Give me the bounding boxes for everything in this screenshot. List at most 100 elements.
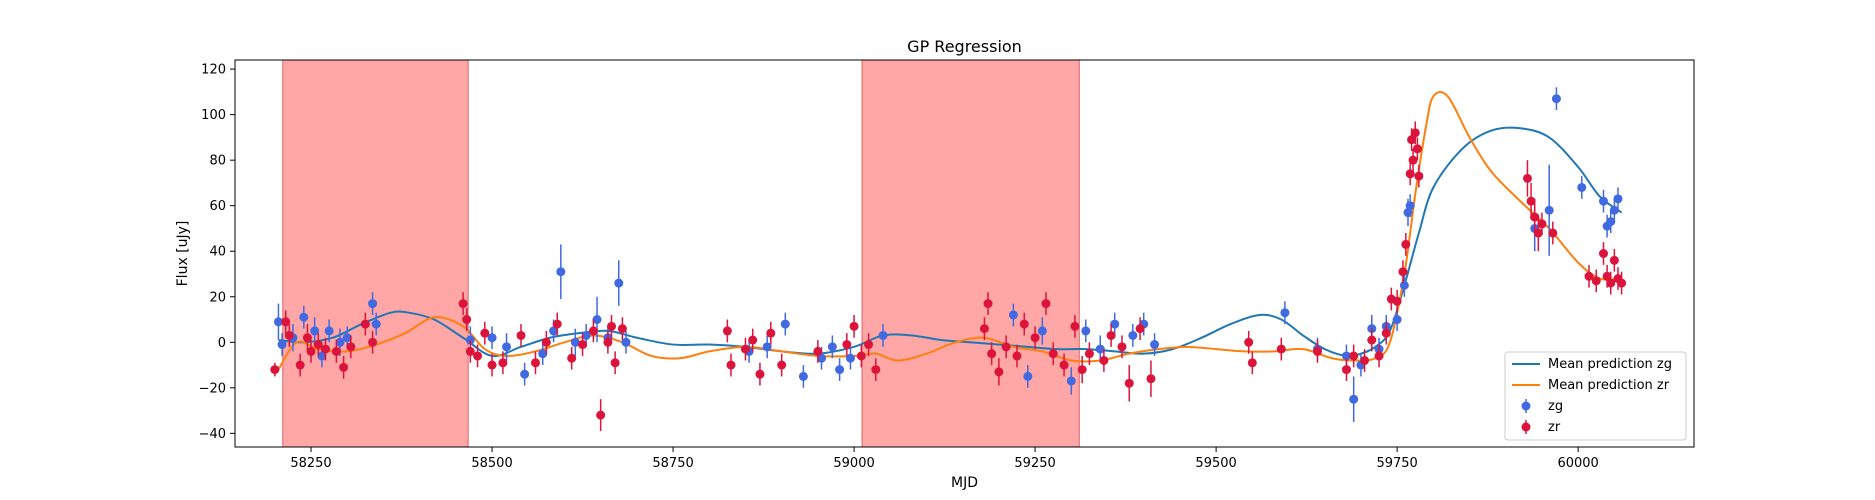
zr-point [578,340,588,350]
zg-point [581,330,591,340]
zr-point [473,351,483,361]
zr-point [1530,212,1540,222]
zr-point [1410,128,1420,138]
zg-point [299,312,309,322]
zr-point [849,321,859,331]
x-tick-label: 59250 [1014,456,1055,471]
zr-point [1012,351,1022,361]
zr-point [1247,358,1257,368]
zr-point [588,326,598,336]
zg-point [502,342,512,352]
zr-point [755,369,765,379]
zr-point [596,410,606,420]
zr-point [1533,228,1543,238]
zg-point [1598,196,1608,206]
zg-point [1349,394,1359,404]
zr-point [360,319,370,329]
zr-point [1407,135,1417,145]
chart-title: GP Regression [907,37,1022,56]
plot-area-frame [234,59,1695,448]
zg-point [1008,310,1018,320]
y-axis-label: Flux [uJy] [175,221,191,287]
zr-point [302,333,312,343]
zr-point [368,337,378,347]
zr-point [1276,344,1286,354]
zr-point [465,346,475,356]
zr-point [1048,349,1058,359]
zg-point [835,365,845,375]
observation-points [270,87,1627,432]
zg-point [845,353,855,363]
zr-point [1349,351,1359,361]
y-tick-label: −20 [199,381,226,396]
zr-point [1070,321,1080,331]
zr-point [1374,351,1384,361]
zr-point [617,324,627,334]
zr-point [603,337,613,347]
zr-point [552,319,562,329]
zr-point [321,344,331,354]
zg-point [816,353,826,363]
zr-point [1041,299,1051,309]
y-tick-label: 120 [201,63,226,78]
zg-point [1066,376,1076,386]
zr-point [1030,333,1040,343]
zr-point [281,317,291,327]
zg-point [556,267,566,277]
x-axis-ticks: 58250 58500 58750 59000 59250 59500 59750 60000 [290,447,1599,471]
zr-point [567,353,577,363]
zr-point [516,330,526,340]
zr-point [530,358,540,368]
zr-point [1398,267,1408,277]
zg-point [621,337,631,347]
zr-point [1609,255,1619,265]
zg-point [1606,217,1616,227]
zg-point [878,330,888,340]
zr-point [1617,278,1627,288]
zr-point [458,299,468,309]
shaded-region-2 [861,59,1080,448]
legend-box [1504,351,1687,441]
zr-point [766,328,776,338]
zg-point [368,299,378,309]
zr-point [1591,276,1601,286]
zr-point [541,337,551,347]
zr-point [610,358,620,368]
zr-point [1401,239,1411,249]
zg-point [1609,205,1619,215]
zr-point [1084,349,1094,359]
legend-zg-line-label: Mean prediction zg [1548,357,1672,372]
zr-series [270,121,1627,432]
zr-point [1146,374,1156,384]
zr-point [748,335,758,345]
zg-point [538,349,548,359]
zr-point [979,324,989,334]
zg-point [1544,205,1554,215]
zr-point [1526,196,1536,206]
x-tick-label: 58750 [652,456,693,471]
zr-point [1548,228,1558,238]
shaded-regions [282,59,1080,448]
zr-point [1019,319,1029,329]
zg-point [273,317,283,327]
zg-point [1128,330,1138,340]
zr-point [1341,365,1351,375]
zr-point [722,326,732,336]
zr-point [1312,346,1322,356]
zg-point [570,337,580,347]
zr-point [1001,342,1011,352]
legend-zr-label: zr [1548,420,1561,435]
zr-point [983,299,993,309]
zr-point [1537,219,1547,229]
x-tick-label: 58250 [290,456,331,471]
zr-point [270,365,280,375]
zr-point [726,360,736,370]
zg-point [310,326,320,336]
zr-point [313,340,323,350]
zr-point [498,358,508,368]
y-tick-label: 100 [201,108,226,123]
zr-point [856,351,866,361]
zr-point [607,321,617,331]
x-tick-label: 59000 [833,456,874,471]
legend-zr-marker [1521,422,1531,432]
